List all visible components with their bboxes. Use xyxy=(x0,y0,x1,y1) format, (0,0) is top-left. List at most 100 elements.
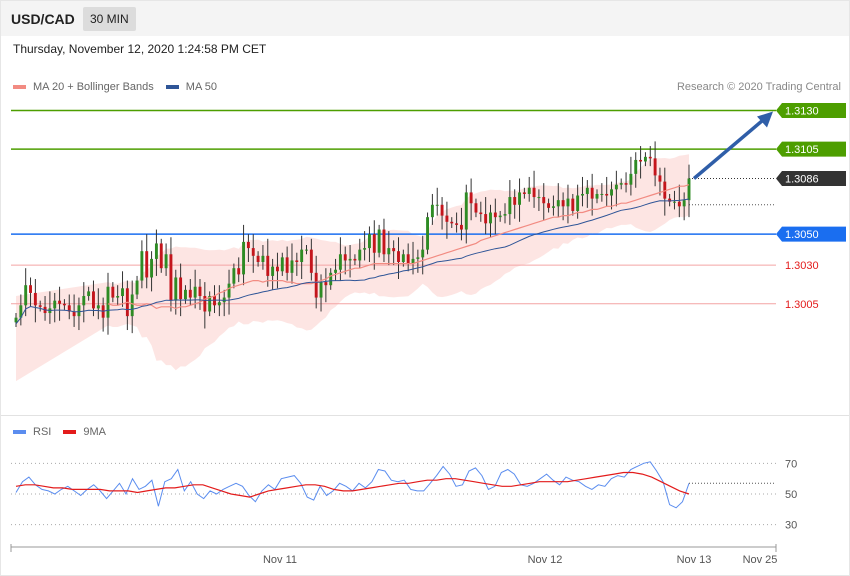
candle-body xyxy=(246,241,250,249)
candle-body xyxy=(585,187,589,194)
candle-body xyxy=(663,181,667,199)
rsi-9ma-legend-swatch xyxy=(63,430,77,434)
candle-body xyxy=(82,296,86,306)
candle-body xyxy=(576,195,580,211)
candle-body xyxy=(406,254,410,264)
candle-body xyxy=(484,214,488,224)
candle-body xyxy=(213,296,216,306)
candle-body xyxy=(634,159,638,174)
candle-body xyxy=(164,254,168,269)
candle-body xyxy=(445,215,449,222)
candle-body xyxy=(382,229,386,255)
candle-body xyxy=(251,248,255,256)
candle-body xyxy=(673,201,676,203)
candle-body xyxy=(276,266,279,272)
candle-body xyxy=(261,255,265,263)
candle-body xyxy=(377,229,381,253)
candle-body xyxy=(343,254,347,261)
candle-body xyxy=(600,193,604,195)
candle-body xyxy=(358,249,362,261)
candle-body xyxy=(116,296,120,298)
panel-divider xyxy=(0,415,850,416)
candle-body xyxy=(455,223,459,225)
candle-body xyxy=(595,193,599,199)
candle-body xyxy=(266,255,270,276)
forecast-arrow-head xyxy=(757,111,773,128)
candle-body xyxy=(556,200,560,207)
chart-datetime: Thursday, November 12, 2020 1:24:58 PM C… xyxy=(13,42,267,56)
candle-body xyxy=(198,286,202,297)
candle-body xyxy=(222,297,226,303)
candle-body xyxy=(610,189,613,196)
candle-body xyxy=(87,291,91,297)
forecast-arrow-shaft xyxy=(692,116,768,180)
candle-body xyxy=(450,221,454,224)
x-tick-label: Nov 13 xyxy=(677,554,712,566)
rsi-legend-label: RSI xyxy=(33,426,52,438)
candle-body xyxy=(174,277,178,301)
candle-body xyxy=(643,156,647,162)
rsi-legend-swatch xyxy=(13,430,26,434)
candle-body xyxy=(687,178,691,201)
ma20-line xyxy=(107,184,690,310)
candle-body xyxy=(648,156,652,159)
candle-body xyxy=(619,183,623,185)
level-tag-1.3050 xyxy=(776,226,846,242)
candle-body xyxy=(416,257,420,259)
candle-body xyxy=(401,254,405,263)
candle-body xyxy=(314,272,318,298)
candle-body xyxy=(682,200,686,207)
candle-body xyxy=(188,289,192,298)
level-tag-1.3105 xyxy=(776,141,846,157)
candle-body xyxy=(121,288,124,297)
candle-body xyxy=(140,251,144,281)
candle-body xyxy=(111,286,115,298)
rsi-line xyxy=(15,461,690,509)
candle-body xyxy=(72,311,76,317)
candle-body xyxy=(106,286,110,318)
candle-body xyxy=(300,249,304,263)
candle-body xyxy=(232,268,236,284)
level-label-1.3050: 1.3050 xyxy=(785,229,819,241)
candle-body xyxy=(677,201,681,207)
rsi-9ma-legend-label: 9MA xyxy=(83,426,106,438)
candle-body xyxy=(193,286,197,298)
candle-body xyxy=(658,175,662,182)
ma20-legend-label: MA 20 + Bollinger Bands xyxy=(33,81,154,93)
candle-body xyxy=(92,291,95,309)
candle-body xyxy=(227,283,231,298)
candle-body xyxy=(203,296,207,312)
candle-body xyxy=(169,254,173,301)
candle-body xyxy=(135,280,139,295)
candle-body xyxy=(184,289,187,300)
candle-body xyxy=(145,251,149,278)
candle-body xyxy=(513,197,517,205)
candle-body xyxy=(430,204,434,218)
candle-body xyxy=(605,193,609,196)
candle-body xyxy=(493,212,497,218)
ma50-legend-swatch xyxy=(165,85,179,89)
level-tag-1.3086 xyxy=(776,171,846,187)
candle-body xyxy=(459,224,463,230)
candle-body xyxy=(464,192,468,230)
level-label-1.3105: 1.3105 xyxy=(785,144,819,156)
candle-body xyxy=(629,173,633,185)
x-tick-label: Nov 12 xyxy=(528,554,563,566)
timeframe-badge[interactable]: 30 MIN xyxy=(83,7,136,31)
candle-body xyxy=(590,187,594,199)
candle-body xyxy=(338,254,342,270)
candle-body xyxy=(29,285,32,293)
candle-body xyxy=(38,305,42,307)
candle-body xyxy=(271,266,275,276)
candle-body xyxy=(154,243,158,259)
candle-body xyxy=(411,258,415,264)
candle-body xyxy=(285,257,289,273)
candle-body xyxy=(24,285,28,306)
candle-body xyxy=(624,183,628,185)
level-tag-1.3130 xyxy=(776,102,846,118)
candle-body xyxy=(217,302,221,306)
candle-body xyxy=(319,282,323,298)
candle-body xyxy=(14,317,18,323)
candle-body xyxy=(329,272,333,286)
